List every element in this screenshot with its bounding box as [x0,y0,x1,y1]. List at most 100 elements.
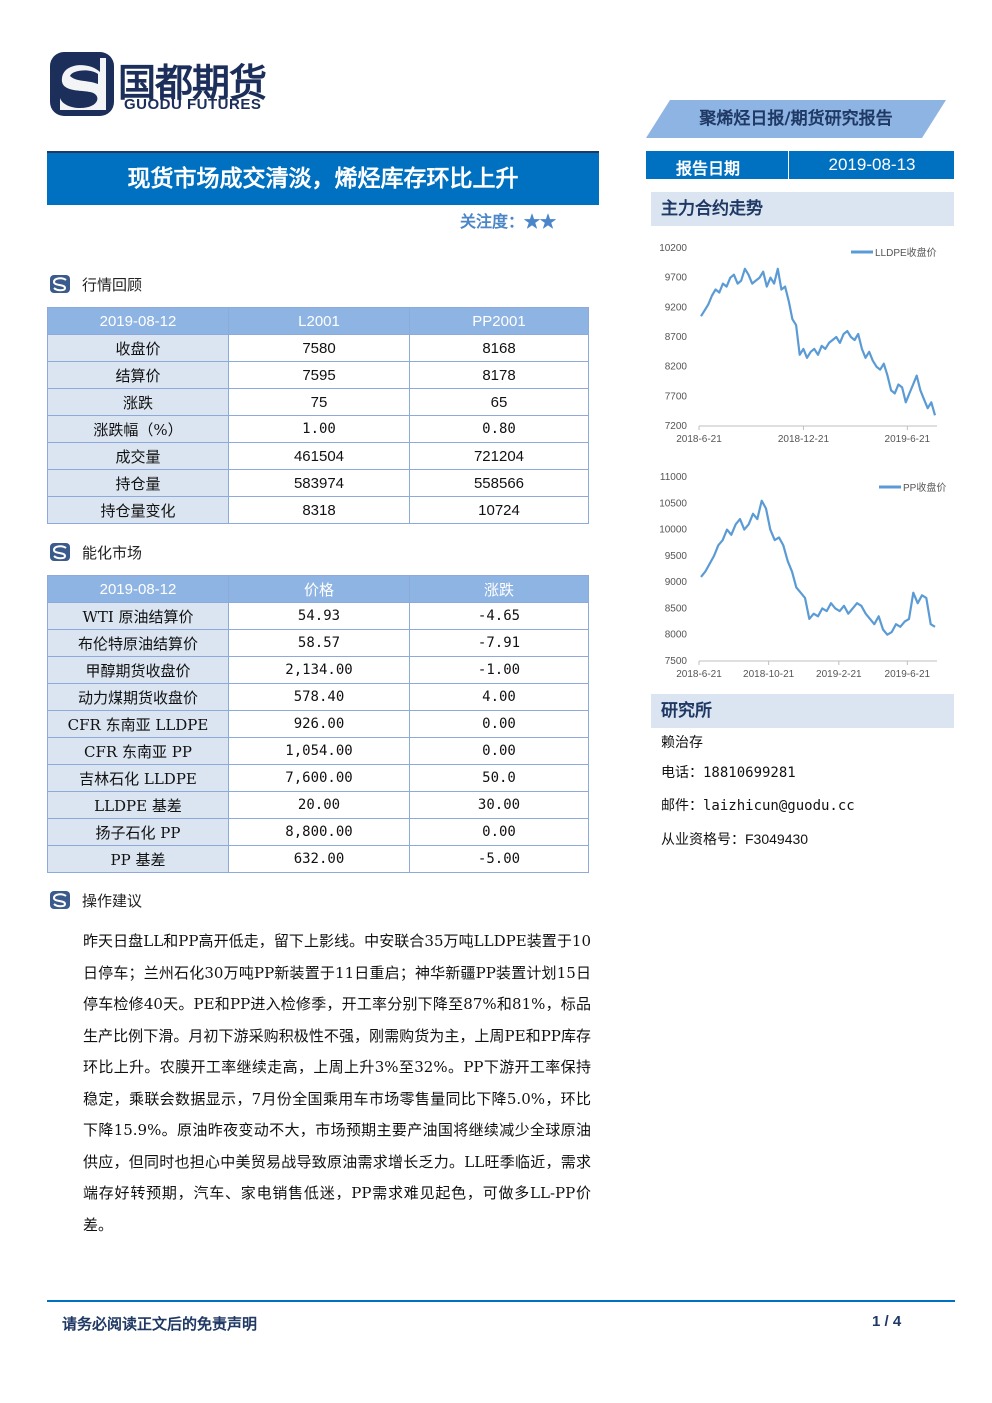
y-tick-label: 10500 [659,498,687,509]
report-date-value: 2019-08-13 [788,151,955,179]
row-label: 吉林石化 LLDPE [47,764,229,792]
research-section-header: 研究所 [651,694,954,728]
phone-value: 18810699281 [703,765,796,781]
y-tick-label: 9700 [665,273,688,284]
table-row: 收盘价 7580 8168 [47,334,589,362]
cell-change: -5.00 [409,845,589,873]
cell-price: 1,054.00 [228,737,410,765]
y-tick-label: 7700 [665,391,688,402]
section-logo-icon [50,275,70,293]
y-tick-label: 8700 [665,332,688,343]
row-label: 涨跌 [47,388,229,416]
row-label: WTI 原油结算价 [47,602,229,630]
x-tick-label: 2019-2-21 [816,669,862,680]
cell-pp2001: 0.80 [409,415,589,443]
y-tick-label: 10200 [659,243,687,254]
x-tick-label: 2018-6-21 [676,669,722,680]
table-row: 甲醇期货收盘价 2,134.00 -1.00 [47,656,589,684]
table-row: 吉林石化 LLDPE 7,600.00 50.0 [47,764,589,792]
section-title: 能化市场 [82,544,143,562]
report-type-tag: 聚烯烃日报/期货研究报告 [646,100,946,138]
table-header-cell: 价格 [228,575,410,603]
legend-label: PP收盘价 [903,481,946,494]
x-tick-label: 2019-6-21 [885,434,931,445]
cell-price: 2,134.00 [228,656,410,684]
table-row: CFR 东南亚 LLDPE 926.00 0.00 [47,710,589,738]
suggestion-paragraph: 昨天日盘LL和PP高开低走，留下上影线。中安联合35万吨LLDPE装置于10日停… [83,932,591,1234]
attention-stars: ★★ [524,212,557,231]
pp-price-chart: 7500 8000 8500 9000 9500 10000 10500 11000 2018-… [659,472,946,680]
y-tick-label: 8500 [665,603,688,614]
legend-label: LLDPE收盘价 [875,246,937,259]
x-tick-label: 2018-6-21 [676,434,722,445]
table-row: 成交量 461504 721204 [47,442,589,470]
company-logo-icon [50,52,114,116]
report-title: 现货市场成交清淡，烯烃库存环比上升 [47,151,599,205]
y-tick-label: 9000 [665,577,688,588]
row-label: 扬子石化 PP [47,818,229,846]
cell-l2001: 7595 [228,361,410,389]
row-label: PP 基差 [47,845,229,873]
cell-price: 54.93 [228,602,410,630]
table-header-cell: 涨跌 [409,575,589,603]
cell-l2001: 7580 [228,334,410,362]
row-label: LLDPE 基差 [47,791,229,819]
table-header-cell: L2001 [228,307,410,335]
cell-pp2001: 65 [409,388,589,416]
table-row: 结算价 7595 8178 [47,361,589,389]
email-label: 邮件： [661,798,703,814]
disclaimer-link[interactable]: 请务必阅读正文后的免责声明 [62,1315,258,1333]
cell-change: 4.00 [409,683,589,711]
attention-rating: 关注度：★★ [460,208,556,232]
company-name-en: GUODU FUTURES [124,96,262,113]
x-tick-label: 2018-10-21 [743,669,795,680]
analyst-phone: 电话：18810699281 [661,762,796,782]
y-tick-label: 7200 [665,421,688,432]
row-label: CFR 东南亚 PP [47,737,229,765]
table-header-row: 2019-08-12 价格 涨跌 [47,575,589,603]
y-tick-label: 8000 [665,630,688,641]
table-row: 涨跌 75 65 [47,388,589,416]
cell-l2001: 75 [228,388,410,416]
analyst-name: 赖治存 [661,735,703,751]
row-label: 持仓量变化 [47,496,229,524]
cell-price: 926.00 [228,710,410,738]
cell-change: -1.00 [409,656,589,684]
y-tick-label: 8200 [665,362,688,373]
table-row: LLDPE 基差 20.00 30.00 [47,791,589,819]
table-row: 扬子石化 PP 8,800.00 0.00 [47,818,589,846]
row-label: 布伦特原油结算价 [47,629,229,657]
license-label: 从业资格号： [661,832,745,848]
row-label: 结算价 [47,361,229,389]
cell-price: 632.00 [228,845,410,873]
table-row: 持仓量变化 8318 10724 [47,496,589,524]
cell-pp2001: 10724 [409,496,589,524]
analyst-email: 邮件：laizhicun@guodu.cc [661,795,855,815]
table-row: PP 基差 632.00 -5.00 [47,845,589,873]
table-row: 布伦特原油结算价 58.57 -7.91 [47,629,589,657]
y-tick-label: 9500 [665,551,688,562]
table-row: WTI 原油结算价 54.93 -4.65 [47,602,589,630]
row-label: 成交量 [47,442,229,470]
table-header-cell: 2019-08-12 [47,307,229,335]
attention-label: 关注度： [460,212,525,231]
cell-change: 0.00 [409,710,589,738]
table-row: 持仓量 583974 558566 [47,469,589,497]
row-label: 持仓量 [47,469,229,497]
cell-pp2001: 8168 [409,334,589,362]
page-number: 1 / 4 [872,1313,902,1330]
section-title: 操作建议 [82,892,143,910]
cell-price: 20.00 [228,791,410,819]
trend-section-header: 主力合约走势 [651,192,954,226]
cell-l2001: 8318 [228,496,410,524]
license-value: F3049430 [745,831,809,847]
cell-price: 8,800.00 [228,818,410,846]
cell-change: 0.00 [409,818,589,846]
y-tick-label: 7500 [665,656,688,667]
table-row: 涨跌幅（%） 1.00 0.80 [47,415,589,443]
analyst-license: 从业资格号：F3049430 [661,829,808,849]
cell-price: 578.40 [228,683,410,711]
cell-pp2001: 8178 [409,361,589,389]
x-tick-label: 2019-6-21 [885,669,931,680]
table-header-row: 2019-08-12 L2001 PP2001 [47,307,589,335]
